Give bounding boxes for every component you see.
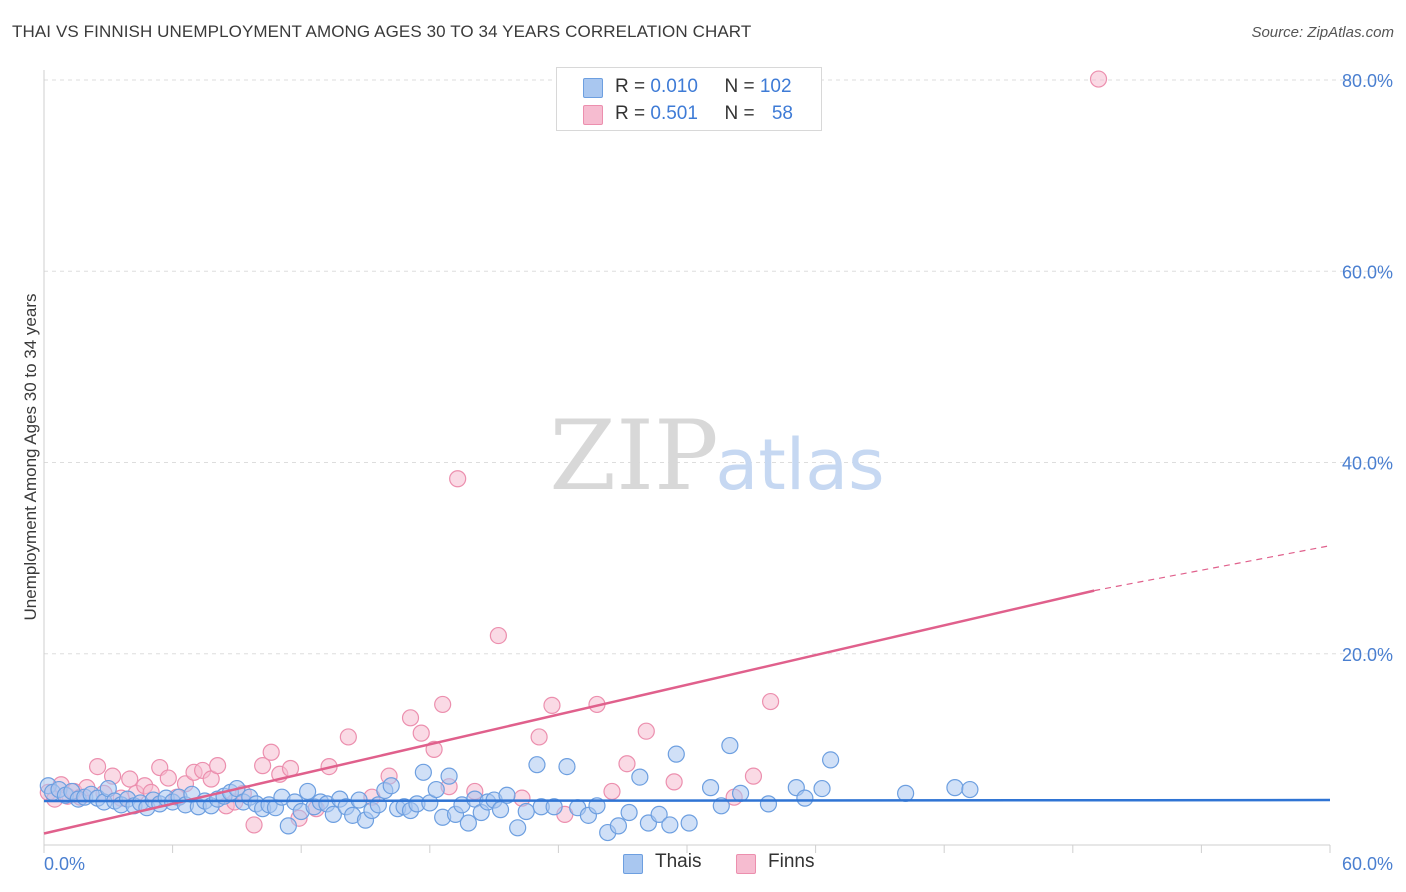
thais-point [946,779,964,797]
thais-point [324,805,342,824]
chart-title: THAI VS FINNISH UNEMPLOYMENT AMONG AGES … [12,22,752,41]
y-tick-label: 60.0% [1342,262,1393,282]
finns-point [449,470,467,488]
legend-finns-label: Finns [768,851,815,872]
thais-point [509,819,527,837]
thais-trend-line [43,798,1331,803]
n-label: N = [724,103,760,124]
finns-point [401,709,420,727]
finns-point [434,695,452,714]
y-axis-label: Unemployment Among Ages 30 to 34 years [21,294,40,621]
finns-point [761,692,780,711]
r-label: R = [615,76,651,97]
thais-point [620,803,638,822]
finns-point [88,757,107,776]
finns-point [543,696,561,714]
r-value: 0.501 [650,103,698,124]
thais-point [667,745,685,763]
r-value: 0.010 [650,76,698,97]
trend-lines [43,545,1331,835]
source-label: Source: ZipAtlas.com [1251,24,1394,41]
finns-point [209,757,227,775]
thais-point [414,763,432,781]
n-value: 58 [771,103,793,124]
axes [43,70,1331,853]
thais-point [545,798,563,816]
y-tick-label: 80.0% [1342,71,1393,91]
finns-point [254,757,272,775]
thais-point [650,805,668,824]
watermark-atlas: atlas [715,424,884,506]
thais-point [721,736,739,755]
thais-point [440,767,458,785]
finns-trend-line [43,589,1095,835]
finns-point [339,728,357,746]
thais-point [731,784,750,802]
thais-swatch [583,78,603,98]
thais-point [528,756,546,774]
grid-lines [44,79,1390,655]
thais-point [631,768,649,786]
thais-point [897,784,915,802]
x-tick-label: 60.0% [1342,854,1393,874]
thais-point [701,779,720,797]
thais-point [498,786,516,804]
n-value: 102 [759,76,792,97]
y-tick-label: 40.0% [1342,454,1393,474]
thais-point [661,816,679,834]
r-label: R = [615,103,651,124]
thais-point [369,796,387,814]
finns-point [530,728,548,746]
legend-row-finns: R = 0.501 N = 58 [615,103,793,127]
thais-point [680,814,698,832]
x-tick-label: 0.0% [44,854,85,874]
watermark-zip: ZIP [549,400,718,512]
finns-swatch [583,105,603,125]
finns-point [412,724,430,742]
thais-point [759,795,778,813]
thais-point [813,779,831,798]
thais-point [427,780,445,799]
finns-point [1089,70,1108,88]
correlation-legend: R = 0.010 N = 102 R = 0.501 N = 58 [556,67,822,131]
watermark: ZIP atlas [549,400,884,512]
finns-point [603,782,621,801]
finns-point [262,743,280,761]
thais-point [517,802,535,821]
finns-point [489,626,507,645]
thais-point [491,801,510,819]
thais-point [822,751,840,769]
finns-point [618,755,636,773]
finns-point [121,770,139,788]
finns-point [159,769,177,787]
y-tick-label: 20.0% [1342,645,1393,665]
finns-point [245,816,263,834]
thais-point [279,817,297,835]
legend-row-thais: R = 0.010 N = 102 [615,76,792,100]
finns-point [665,773,683,791]
finns-trend-extension [1094,545,1331,592]
series-thais [39,736,979,842]
tick-labels: 20.0% 40.0% 60.0% 80.0% 0.0% 60.0% [44,71,1393,874]
thais-point [796,789,814,807]
thais-point [712,797,730,815]
thais-point [558,757,576,776]
n-label: N = [724,76,760,97]
finns-point [637,722,655,740]
thais-point [299,782,317,801]
thais-point [459,814,477,832]
thais-point [382,777,400,795]
finns-point [744,767,763,785]
thais-point [609,817,628,835]
thais-point [961,780,979,799]
legend-thais-label: Thais [655,851,702,872]
legend-thais-swatch [623,854,643,874]
legend-finns-swatch [736,854,756,874]
